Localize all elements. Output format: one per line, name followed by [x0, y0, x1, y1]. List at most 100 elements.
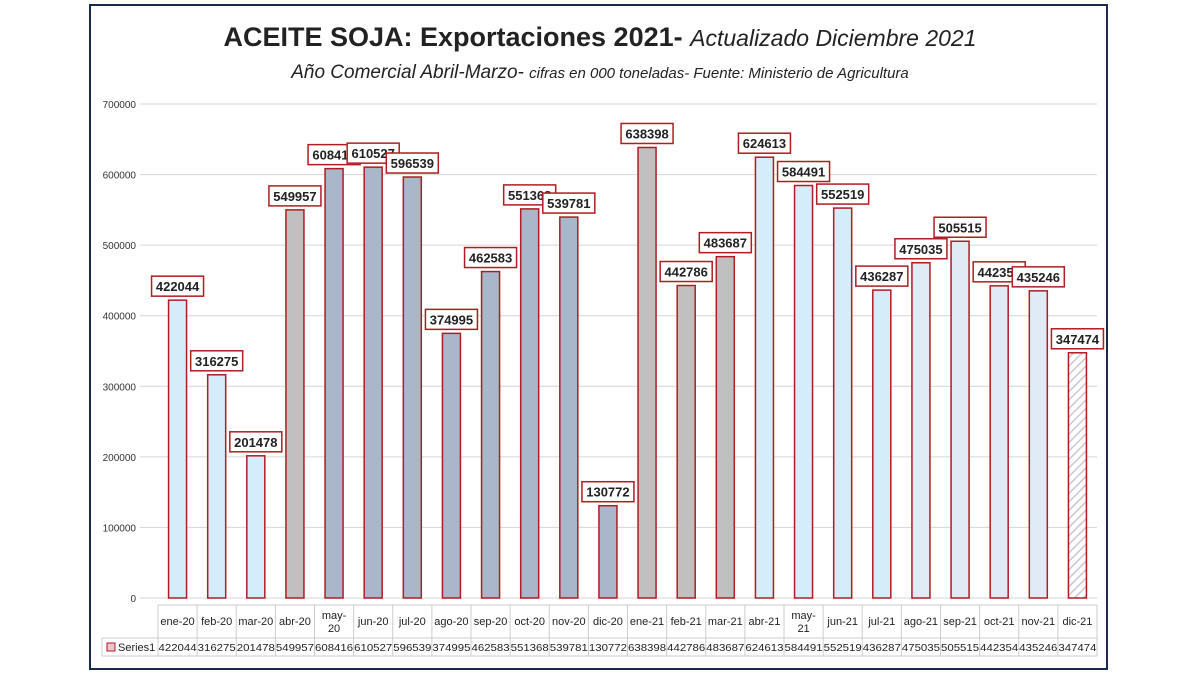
- table-value: 483687: [706, 642, 744, 654]
- category-label: mar-21: [708, 616, 743, 628]
- bar: [285, 209, 305, 599]
- data-label: 201478: [234, 435, 277, 450]
- table-value: 347474: [1058, 642, 1096, 654]
- bar: [715, 255, 736, 599]
- data-label-box: [855, 265, 909, 287]
- chart-title: ACEITE SOJA: Exportaciones 2021- Actuali…: [223, 22, 977, 52]
- category-label: ene-20: [160, 616, 194, 628]
- bar: [363, 166, 383, 599]
- table-value: 442786: [667, 642, 705, 654]
- y-tick-label: 700000: [103, 100, 137, 111]
- data-label: 130772: [586, 485, 629, 500]
- bar: [402, 176, 423, 599]
- bar: [167, 299, 188, 599]
- data-label-box: [933, 216, 987, 239]
- data-label: 422044: [156, 279, 200, 294]
- data-label: 462583: [469, 251, 512, 266]
- data-label-box: [581, 480, 635, 503]
- bar: [480, 270, 501, 599]
- legend-swatch: [106, 642, 116, 652]
- category-label: abr-21: [749, 616, 781, 628]
- data-label: 436287: [860, 269, 903, 284]
- bar: [989, 285, 1009, 599]
- table-value: 551368: [511, 642, 549, 654]
- data-label: 442786: [664, 265, 707, 280]
- data-label-box: [189, 350, 244, 372]
- data-label: 638398: [625, 126, 668, 141]
- data-label-box: [268, 185, 322, 207]
- table-value: 610527: [354, 642, 392, 654]
- data-label: 316275: [195, 354, 238, 369]
- data-label: 475035: [899, 242, 942, 257]
- bar: [206, 374, 227, 599]
- bar: [950, 240, 970, 599]
- bar: [1028, 290, 1049, 599]
- category-label: feb-20: [201, 616, 232, 628]
- y-tick-label: 400000: [103, 312, 137, 323]
- bar: [832, 207, 853, 599]
- table-value: 462583: [472, 642, 510, 654]
- bar: [559, 216, 579, 599]
- bar: [754, 156, 775, 599]
- data-label-box: [150, 275, 205, 297]
- data-label: 624613: [743, 136, 786, 151]
- category-label: ago-20: [434, 616, 468, 628]
- category-label: may-20: [322, 610, 347, 635]
- data-label: 505515: [938, 220, 981, 235]
- table-value: 201478: [237, 642, 275, 654]
- bar: [911, 262, 931, 599]
- table-value: 608416: [315, 642, 353, 654]
- category-label: jun-21: [826, 616, 858, 628]
- data-label: 483687: [704, 236, 747, 251]
- category-label: abr-20: [279, 616, 311, 628]
- table-value: 638398: [628, 642, 666, 654]
- category-label: jul-20: [398, 616, 426, 628]
- table-value: 316275: [198, 642, 236, 654]
- y-tick-label: 300000: [103, 382, 137, 393]
- data-label: 551368: [508, 188, 551, 203]
- table-value: 374995: [432, 642, 470, 654]
- bar: [1067, 352, 1088, 599]
- data-label-box: [659, 260, 713, 283]
- data-label-box: [424, 308, 479, 331]
- data-label: 539781: [547, 196, 590, 211]
- data-label-box: [463, 246, 518, 269]
- y-tick-label: 600000: [103, 171, 137, 182]
- data-label-box: [620, 122, 674, 145]
- table-value: 130772: [589, 642, 627, 654]
- table-value: 422044: [159, 642, 197, 654]
- table-value: 539781: [550, 642, 588, 654]
- category-label: ago-21: [904, 616, 938, 628]
- bar: [872, 289, 892, 599]
- category-label: nov-21: [1021, 616, 1055, 628]
- data-label: 596539: [391, 156, 434, 171]
- category-label: may-21: [791, 610, 816, 635]
- data-label: 347474: [1056, 332, 1100, 347]
- category-label: feb-21: [671, 616, 702, 628]
- data-label: 610527: [351, 146, 394, 161]
- y-tick-label: 500000: [103, 241, 137, 252]
- bar: [324, 167, 344, 599]
- category-label: sep-21: [943, 616, 977, 628]
- data-label-box: [815, 183, 870, 205]
- data-label-box: [698, 231, 753, 254]
- data-label-box: [737, 132, 792, 154]
- table-value: 505515: [941, 642, 979, 654]
- data-label: 608416: [312, 148, 355, 163]
- bar: [676, 284, 696, 599]
- data-label: 435246: [1017, 270, 1060, 285]
- category-label: jun-20: [357, 616, 389, 628]
- bar: [246, 455, 266, 599]
- category-label: mar-20: [238, 616, 273, 628]
- category-label: oct-20: [514, 616, 545, 628]
- category-label: jul-21: [867, 616, 895, 628]
- data-label-box: [1011, 266, 1066, 288]
- data-label-box: [542, 192, 596, 214]
- bar: [441, 332, 462, 599]
- table-value: 549957: [276, 642, 314, 654]
- y-tick-label: 200000: [103, 453, 137, 464]
- chart-subtitle: Año Comercial Abril-Marzo- cifras en 000…: [291, 62, 909, 83]
- category-label: sep-20: [474, 616, 508, 628]
- table-value: 435246: [1019, 642, 1057, 654]
